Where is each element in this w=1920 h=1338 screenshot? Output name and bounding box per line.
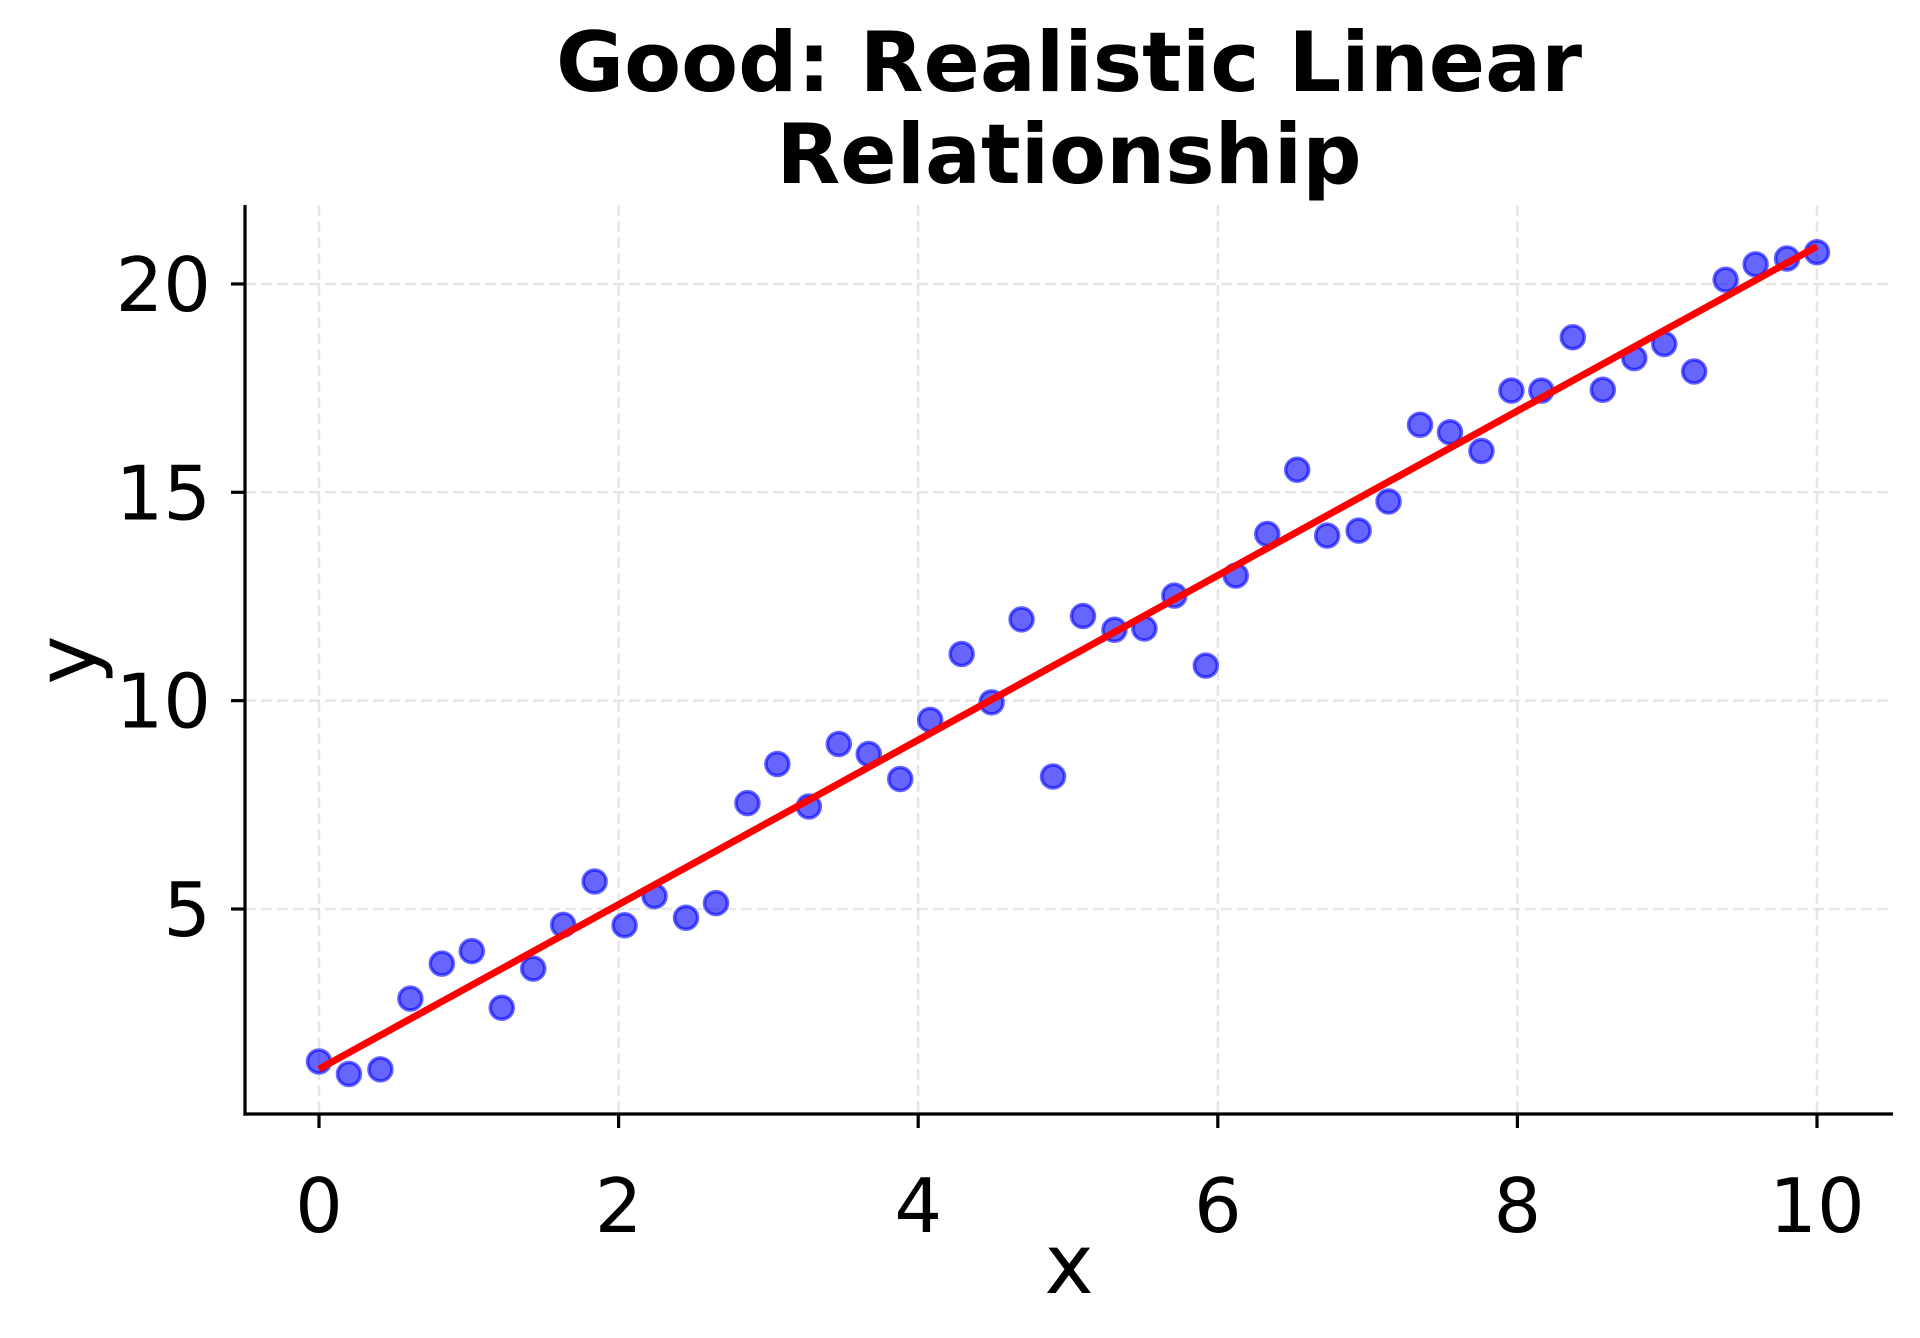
data-point bbox=[1680, 358, 1708, 385]
y-tick-label: 5 bbox=[163, 866, 211, 954]
data-point bbox=[519, 955, 547, 982]
data-point bbox=[825, 730, 853, 758]
x-tick-label: 0 bbox=[295, 1162, 343, 1250]
axes-spines bbox=[243, 205, 1893, 1116]
data-point bbox=[1375, 488, 1402, 515]
data-point bbox=[702, 889, 730, 917]
x-tick-label: 10 bbox=[1769, 1162, 1864, 1250]
data-point bbox=[1039, 763, 1067, 790]
data-point bbox=[397, 985, 424, 1012]
x-tick-label: 8 bbox=[1494, 1162, 1542, 1250]
data-point bbox=[1345, 517, 1372, 544]
chart-title: Good: Realistic Linear Relationship bbox=[556, 14, 1582, 203]
data-point bbox=[428, 950, 456, 977]
data-point bbox=[1313, 522, 1341, 549]
data-point bbox=[1559, 324, 1587, 351]
data-point bbox=[1069, 602, 1097, 630]
chart-title-line-1: Good: Realistic Linear bbox=[556, 14, 1582, 111]
data-point bbox=[488, 994, 516, 1022]
data-point bbox=[886, 765, 914, 793]
fit-line bbox=[317, 243, 1819, 1073]
x-tick-label: 6 bbox=[1194, 1162, 1242, 1250]
data-point bbox=[1498, 377, 1525, 404]
y-axis-label: y bbox=[18, 635, 115, 684]
data-point bbox=[672, 904, 700, 932]
data-point bbox=[1589, 376, 1617, 404]
data-point bbox=[611, 912, 638, 939]
data-point bbox=[1192, 652, 1220, 679]
x-axis-ticks: 0 2 4 6 8 10 bbox=[295, 1114, 1865, 1250]
data-point bbox=[1712, 266, 1739, 294]
y-tick-label: 15 bbox=[116, 449, 211, 537]
data-point bbox=[1008, 606, 1035, 633]
y-tick-label: 10 bbox=[116, 658, 211, 746]
data-point bbox=[581, 868, 608, 895]
data-point bbox=[948, 640, 975, 668]
data-point bbox=[1468, 437, 1495, 465]
data-point bbox=[335, 1060, 363, 1088]
x-tick-label: 4 bbox=[894, 1162, 942, 1250]
data-point bbox=[1436, 419, 1464, 446]
data-point bbox=[734, 789, 761, 817]
data-point bbox=[1283, 456, 1311, 484]
grid bbox=[245, 205, 1893, 1114]
data-point bbox=[1742, 251, 1769, 278]
data-point bbox=[458, 937, 486, 965]
data-point bbox=[764, 750, 791, 778]
y-axis-ticks: 5 10 15 20 bbox=[116, 241, 245, 954]
y-tick-label: 20 bbox=[116, 241, 211, 329]
regression-line bbox=[317, 243, 1819, 1073]
data-point bbox=[1406, 411, 1434, 439]
chart-title-line-2: Relationship bbox=[776, 106, 1361, 203]
x-tick-label: 2 bbox=[595, 1162, 643, 1250]
data-point bbox=[367, 1056, 394, 1083]
scatter-points bbox=[305, 239, 1831, 1088]
x-axis-label: x bbox=[1044, 1216, 1093, 1313]
